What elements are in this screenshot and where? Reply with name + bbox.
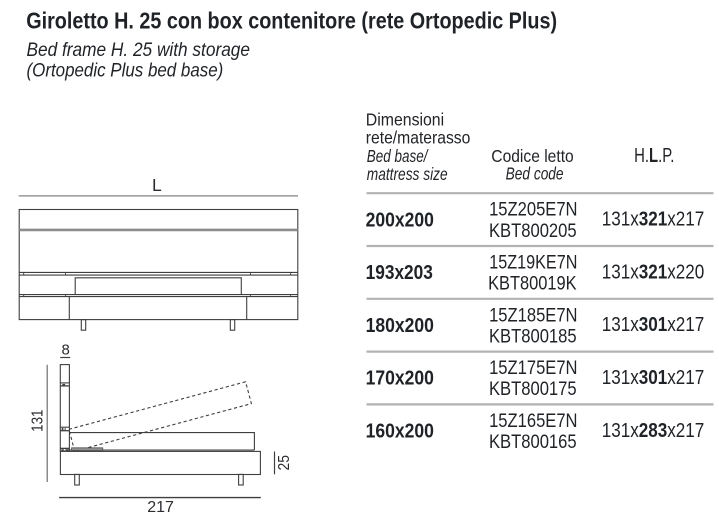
svg-text:Bed frame H. 25 with storage: Bed frame H. 25 with storage (27, 38, 250, 60)
svg-text:(Ortopedic Plus bed base): (Ortopedic Plus bed base) (27, 59, 224, 80)
svg-text:15Z165E7N: 15Z165E7N (489, 410, 577, 432)
svg-text:Dimensioni: Dimensioni (366, 110, 444, 130)
svg-text:15Z185E7N: 15Z185E7N (489, 304, 577, 326)
svg-text:200x200: 200x200 (366, 209, 434, 231)
svg-text:180x200: 180x200 (366, 315, 434, 337)
svg-text:Bed code: Bed code (506, 165, 564, 184)
svg-text:193x203: 193x203 (366, 261, 433, 284)
svg-text:131x301x217: 131x301x217 (602, 313, 705, 336)
svg-text:160x200: 160x200 (366, 420, 434, 442)
svg-text:Codice letto: Codice letto (491, 146, 573, 166)
svg-text:KBT800175: KBT800175 (489, 378, 577, 400)
svg-text:rete/materasso: rete/materasso (366, 128, 471, 148)
svg-text:131x321x217: 131x321x217 (602, 207, 705, 230)
svg-text:15Z175E7N: 15Z175E7N (489, 357, 577, 379)
svg-text:KBT80019K: KBT80019K (488, 272, 576, 294)
svg-text:15Z205E7N: 15Z205E7N (489, 198, 577, 220)
svg-text:mattress size: mattress size (367, 166, 448, 185)
svg-text:KBT800185: KBT800185 (489, 325, 577, 347)
svg-text:217: 217 (147, 499, 174, 516)
svg-text:L: L (152, 175, 162, 195)
svg-text:170x200: 170x200 (366, 368, 434, 390)
svg-text:8: 8 (62, 341, 70, 358)
svg-text:131: 131 (30, 409, 47, 431)
svg-text:25: 25 (275, 455, 293, 470)
svg-text:131x321x220: 131x321x220 (602, 260, 705, 283)
svg-text:15Z19KE7N: 15Z19KE7N (489, 251, 577, 273)
svg-text:KBT800205: KBT800205 (489, 220, 577, 242)
svg-text:131x301x217: 131x301x217 (602, 366, 705, 389)
svg-text:H.L.P.: H.L.P. (634, 144, 674, 167)
svg-text:131x283x217: 131x283x217 (602, 418, 705, 441)
svg-text:Bed base/: Bed base/ (367, 147, 429, 166)
svg-text:KBT800165: KBT800165 (489, 431, 577, 453)
svg-text:Giroletto H. 25 con box conten: Giroletto H. 25 con box contenitore (ret… (26, 7, 557, 34)
